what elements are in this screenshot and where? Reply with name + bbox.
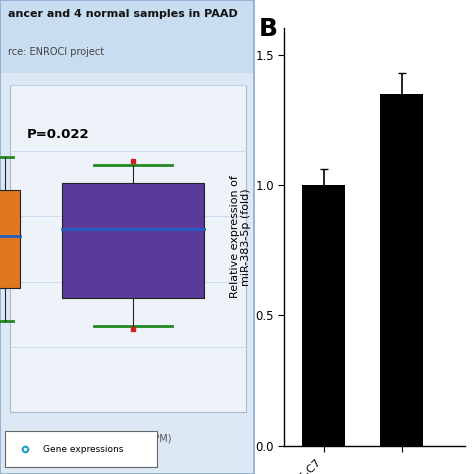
Text: B: B <box>258 17 277 41</box>
Bar <box>0 0 254 73</box>
Bar <box>10 85 246 412</box>
Y-axis label: Relative expression of
miR-383-5p (fold): Relative expression of miR-383-5p (fold) <box>229 175 251 299</box>
Text: rce: ENROCI project: rce: ENROCI project <box>8 47 104 57</box>
Text: Normal log2(RPM): Normal log2(RPM) <box>82 434 171 444</box>
Bar <box>302 185 345 446</box>
Text: Gene expressions: Gene expressions <box>43 445 124 454</box>
Text: P=0.022: P=0.022 <box>27 128 89 141</box>
Bar <box>380 94 423 446</box>
Bar <box>0 190 19 288</box>
Bar <box>62 183 203 298</box>
Text: ancer and 4 normal samples in PAAD: ancer and 4 normal samples in PAAD <box>8 9 237 19</box>
Bar <box>5 431 157 467</box>
